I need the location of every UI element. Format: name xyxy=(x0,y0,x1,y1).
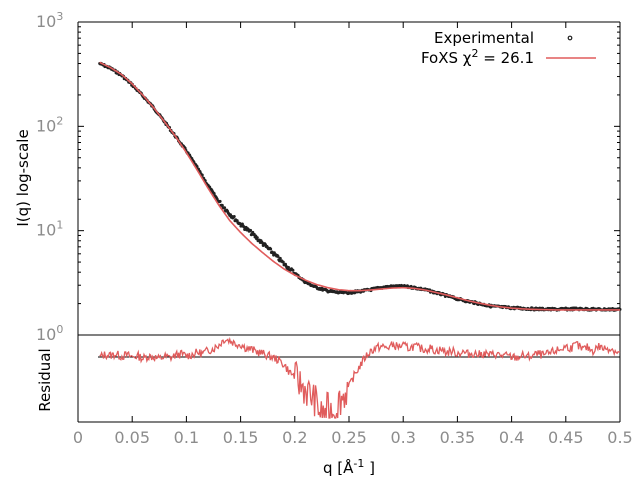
data-point xyxy=(223,206,227,210)
x-axis-title-end: ] xyxy=(364,459,375,477)
x-axis-ticks: 0 0.05 0.1 0.15 0.2 0.25 0.3 0.35 0.4 0.45 0.5 xyxy=(73,416,633,447)
x-tick-label: 0.25 xyxy=(331,428,367,447)
y-tick-label: 103 xyxy=(36,10,63,31)
data-point xyxy=(218,199,222,203)
x-tick-label: 0.2 xyxy=(282,428,307,447)
y-tick-label: 102 xyxy=(36,114,63,135)
y-tick-label: 101 xyxy=(36,219,63,240)
data-point xyxy=(249,228,253,232)
data-point xyxy=(238,222,242,226)
foxs-fit-line xyxy=(99,61,620,311)
residual-panel: 0 0.05 0.1 0.15 0.2 0.25 0.3 0.35 0.4 0.45 0.5 xyxy=(73,335,633,447)
y-tick-label-base: 10 xyxy=(36,221,56,240)
y-tick-label-base: 10 xyxy=(36,12,56,31)
y-tick-label: 100 xyxy=(36,323,63,344)
legend-label-experimental: Experimental xyxy=(434,29,534,47)
data-point xyxy=(291,268,295,272)
y-tick-label-base: 10 xyxy=(36,116,56,135)
data-point xyxy=(255,236,259,240)
x-tick-label: 0.15 xyxy=(223,428,259,447)
x-axis-title: q [Å-1 ] xyxy=(323,457,375,477)
y-tick-label-base: 10 xyxy=(36,325,56,344)
experimental-series xyxy=(98,61,622,312)
data-point xyxy=(278,256,282,260)
x-tick-label: 0.1 xyxy=(174,428,199,447)
legend-foxs-sup: 2 xyxy=(471,47,478,60)
residual-axis-title: Residual xyxy=(36,348,54,411)
y-tick-label-exp: 1 xyxy=(56,219,63,232)
legend-foxs-base: FoXS χ xyxy=(421,49,472,67)
data-point xyxy=(286,265,290,269)
residual-line xyxy=(99,336,621,419)
top-x-ticks xyxy=(77,22,621,28)
data-point xyxy=(208,185,212,189)
y-axis-title: I(q) log-scale xyxy=(14,129,32,226)
x-tick-label: 0.3 xyxy=(390,428,415,447)
x-axis-title-base: q [Å xyxy=(323,458,354,477)
x-tick-label: 0.4 xyxy=(499,428,524,447)
data-point xyxy=(269,247,273,251)
legend-marker-experimental xyxy=(567,35,573,41)
y-tick-label-exp: 0 xyxy=(56,323,63,336)
x-axis-title-sup: -1 xyxy=(353,457,364,470)
y-tick-label-exp: 2 xyxy=(56,114,63,127)
data-point xyxy=(212,192,216,196)
legend-label-foxs: FoXS χ2 = 26.1 xyxy=(421,47,534,67)
x-tick-label: 0.45 xyxy=(548,428,584,447)
x-tick-label: 0.35 xyxy=(440,428,476,447)
data-point xyxy=(281,260,285,264)
legend: Experimental FoXS χ2 = 26.1 xyxy=(421,29,596,67)
data-point xyxy=(276,255,280,259)
legend-foxs-end: = 26.1 xyxy=(478,49,534,67)
x-tick-label: 0.05 xyxy=(114,428,150,447)
data-point xyxy=(220,203,224,207)
y-tick-label-exp: 3 xyxy=(56,10,63,23)
data-point xyxy=(232,214,236,218)
x-tick-label: 0 xyxy=(73,428,83,447)
x-tick-label: 0.5 xyxy=(607,428,632,447)
